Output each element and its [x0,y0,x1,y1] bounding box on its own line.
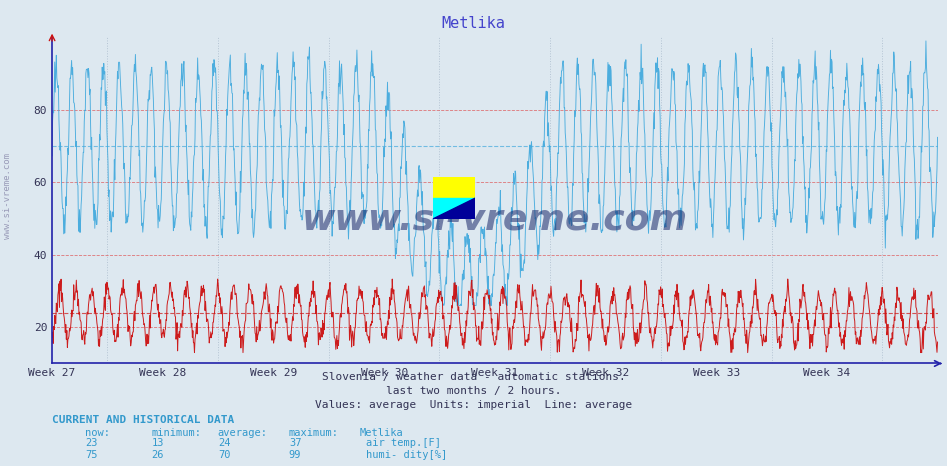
Text: air temp.[F]: air temp.[F] [366,439,441,448]
Text: Slovenia / weather data - automatic stations.: Slovenia / weather data - automatic stat… [322,372,625,382]
Text: 13: 13 [152,439,164,448]
Text: CURRENT AND HISTORICAL DATA: CURRENT AND HISTORICAL DATA [52,415,234,425]
Text: Metlika: Metlika [360,428,403,438]
Text: maximum:: maximum: [289,428,339,438]
Polygon shape [433,198,455,219]
Text: average:: average: [218,428,268,438]
Text: 23: 23 [85,439,98,448]
Text: 24: 24 [218,439,230,448]
Text: 26: 26 [152,450,164,459]
Text: 99: 99 [289,450,301,459]
Text: Metlika: Metlika [441,16,506,31]
Text: minimum:: minimum: [152,428,202,438]
Text: humi- dity[%]: humi- dity[%] [366,450,448,459]
Polygon shape [433,177,455,198]
Text: now:: now: [85,428,110,438]
Polygon shape [433,198,475,219]
Polygon shape [433,198,475,219]
Polygon shape [433,198,455,219]
Text: www.si-vreme.com: www.si-vreme.com [302,203,688,237]
Text: 75: 75 [85,450,98,459]
Text: 37: 37 [289,439,301,448]
Text: last two months / 2 hours.: last two months / 2 hours. [385,386,562,396]
Text: www.si-vreme.com: www.si-vreme.com [3,153,12,239]
Text: Values: average  Units: imperial  Line: average: Values: average Units: imperial Line: av… [314,400,633,410]
Text: 70: 70 [218,450,230,459]
Polygon shape [455,177,475,198]
Polygon shape [433,177,475,198]
